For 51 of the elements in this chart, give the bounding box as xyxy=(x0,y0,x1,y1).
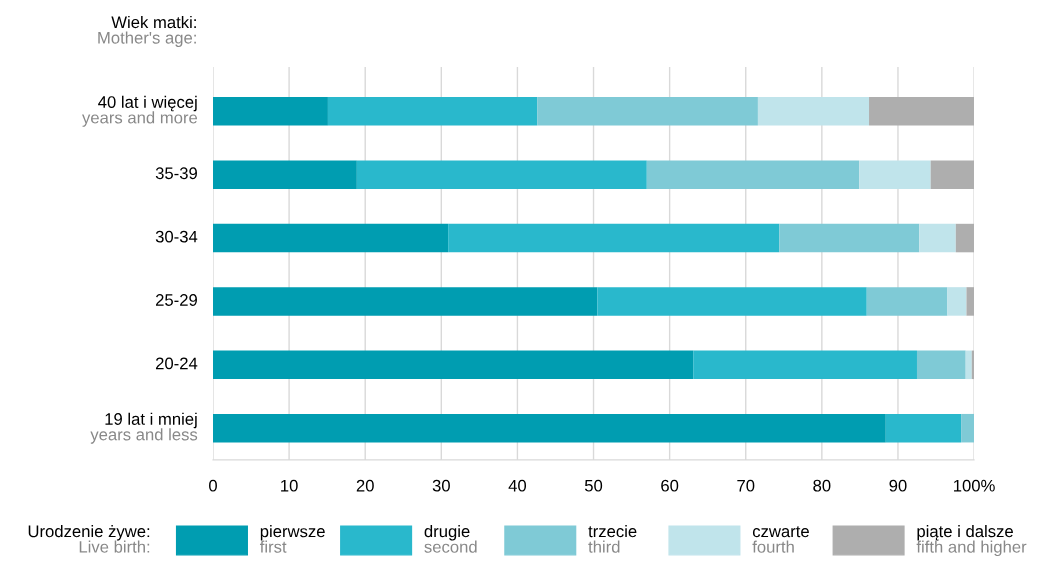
x-tick-label: 90 xyxy=(889,479,907,492)
x-tick-label: 30 xyxy=(432,479,450,492)
y-tick-label: 20-24 xyxy=(155,357,198,370)
bar xyxy=(212,223,449,253)
bar xyxy=(448,223,780,253)
x-tick-label: 70 xyxy=(737,479,755,492)
x-tick-label: 100% xyxy=(954,479,995,492)
y-axis-title: Wiek matki: Mother's age: xyxy=(98,15,196,47)
legend-label: trzecie third xyxy=(588,525,637,553)
bar xyxy=(859,160,931,189)
bar xyxy=(919,223,956,253)
bar xyxy=(757,97,870,126)
bar xyxy=(955,223,975,253)
bar xyxy=(916,350,966,380)
x-tick-label: 10 xyxy=(281,479,298,492)
legend-label: czwarte fourth xyxy=(752,526,809,553)
y-tick-label: 30-34 xyxy=(155,230,198,243)
bar xyxy=(885,413,962,443)
legend-title: Urodzenie żywe: Live birth: xyxy=(28,525,150,553)
bar xyxy=(866,287,948,316)
y-tick-label: 35-39 xyxy=(155,167,197,180)
bar xyxy=(930,160,975,189)
bar xyxy=(212,287,598,316)
bar xyxy=(212,413,886,443)
bar xyxy=(966,287,975,316)
bar xyxy=(212,160,357,189)
x-tick-label: 40 xyxy=(508,479,527,492)
bar xyxy=(327,97,538,126)
y-tick-label: 40 lat i więcej years and more xyxy=(82,95,198,127)
bar xyxy=(869,97,975,126)
bar xyxy=(212,350,694,380)
bar xyxy=(597,287,867,316)
bar xyxy=(965,350,972,380)
bar xyxy=(693,350,917,380)
x-tick-label: 50 xyxy=(584,479,603,492)
legend-label: piąte i dalsze fifth and higher xyxy=(916,524,1027,557)
bar xyxy=(212,97,328,126)
bar xyxy=(779,223,920,253)
bar xyxy=(961,413,975,443)
legend-label: drugie second xyxy=(424,525,477,553)
x-tick-label: 80 xyxy=(813,479,831,492)
x-tick-label: 20 xyxy=(356,479,374,492)
bar xyxy=(356,160,647,189)
x-tick-label: 60 xyxy=(661,479,679,492)
bar xyxy=(537,97,758,126)
bar xyxy=(947,287,967,316)
bar xyxy=(646,160,860,189)
x-tick-label: 0 xyxy=(209,479,217,492)
y-tick-label: 19 lat i mniej years and less xyxy=(90,412,198,444)
legend-label: pierwsze first xyxy=(259,525,325,553)
y-tick-label: 25-29 xyxy=(155,294,197,306)
